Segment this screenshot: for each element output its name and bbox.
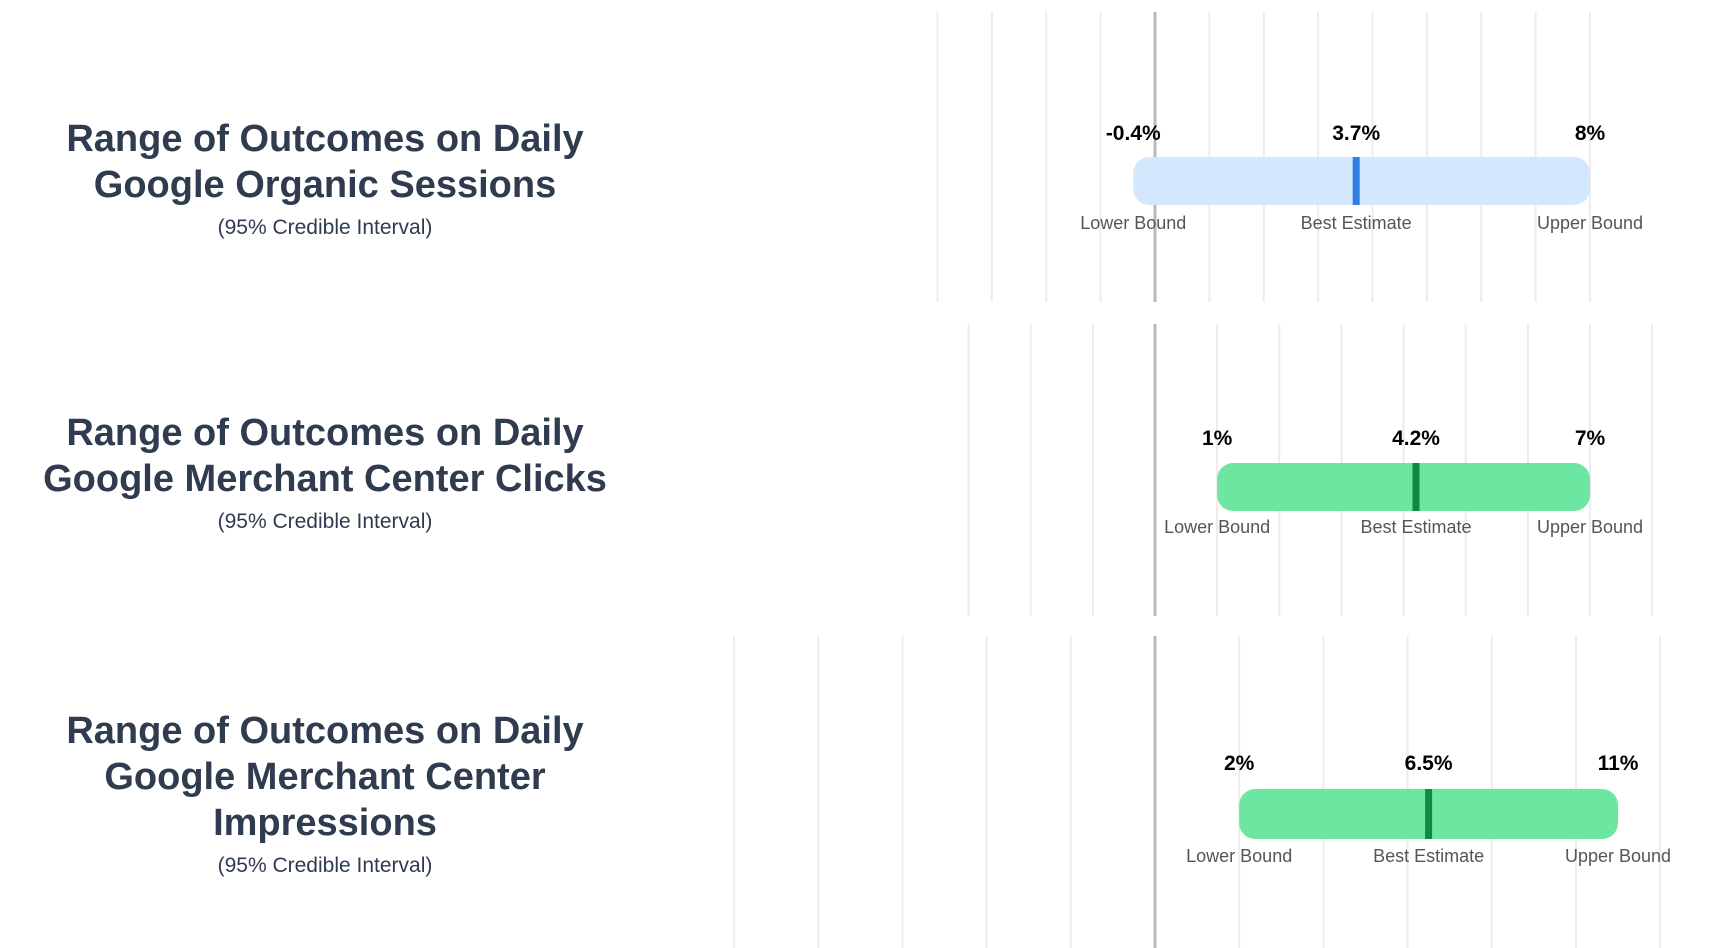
lower-caption-label: Lower Bound <box>1080 213 1186 233</box>
chart-title-line2: Google Merchant Center Clicks <box>43 458 607 500</box>
chart-subtitle: (95% Credible Interval) <box>217 216 433 239</box>
estimate-caption-label: Best Estimate <box>1360 517 1471 537</box>
estimate-caption-label: Best Estimate <box>1301 213 1412 233</box>
upper-value-label: 7% <box>1575 427 1606 450</box>
upper-caption-label: Upper Bound <box>1537 517 1643 537</box>
chart-title-line1: Range of Outcomes on Daily <box>66 118 584 160</box>
chart-title-line2: Google Merchant Center Impressions <box>104 756 546 844</box>
lower-value-label: -0.4% <box>1106 122 1161 145</box>
lower-caption-label: Lower Bound <box>1164 517 1270 537</box>
panel-title-block: Range of Outcomes on Daily Google Organi… <box>0 116 650 240</box>
chart-subtitle: (95% Credible Interval) <box>217 854 433 877</box>
interval-chart-merchant-clicks: 1% Lower Bound 4.2% Best Estimate 7% Upper Bo… <box>967 324 1654 616</box>
upper-caption-label: Upper Bound <box>1565 846 1671 866</box>
lower-value-label: 1% <box>1202 427 1233 450</box>
best-estimate-marker <box>1425 789 1433 839</box>
interval-chart-organic-sessions: -0.4% Lower Bound 3.7% Best Estimate 8% Upper… <box>936 12 1643 302</box>
chart-panel-organic-sessions: Range of Outcomes on Daily Google Organi… <box>0 0 1735 310</box>
panel-title-block: Range of Outcomes on Daily Google Mercha… <box>0 708 650 878</box>
chart-panel-merchant-clicks: Range of Outcomes on Daily Google Mercha… <box>0 320 1735 630</box>
upper-value-label: 11% <box>1598 752 1639 775</box>
lower-caption-label: Lower Bound <box>1186 846 1292 866</box>
interval-chart-merchant-impressions: 2% Lower Bound 6.5% Best Estimate 11% Upper B… <box>733 636 1671 948</box>
chart-panel-merchant-impressions: Range of Outcomes on Daily Google Mercha… <box>0 632 1735 948</box>
chart-title-line2: Google Organic Sessions <box>93 164 557 206</box>
interval-bar <box>1133 157 1590 205</box>
upper-caption-label: Upper Bound <box>1537 213 1643 233</box>
upper-value-label: 8% <box>1575 122 1606 145</box>
lower-value-label: 2% <box>1224 752 1255 775</box>
chart-subtitle: (95% Credible Interval) <box>217 510 433 533</box>
estimate-caption-label: Best Estimate <box>1373 846 1484 866</box>
panel-title-block: Range of Outcomes on Daily Google Mercha… <box>0 410 650 534</box>
estimate-value-label: 3.7% <box>1332 122 1380 145</box>
best-estimate-marker <box>1352 157 1360 205</box>
interval-bar <box>1217 463 1590 511</box>
estimate-value-label: 4.2% <box>1392 427 1440 450</box>
best-estimate-marker <box>1412 463 1420 511</box>
chart-title-line1: Range of Outcomes on Daily <box>66 412 584 454</box>
estimate-value-label: 6.5% <box>1405 752 1453 775</box>
chart-title-line1: Range of Outcomes on Daily <box>66 710 584 752</box>
